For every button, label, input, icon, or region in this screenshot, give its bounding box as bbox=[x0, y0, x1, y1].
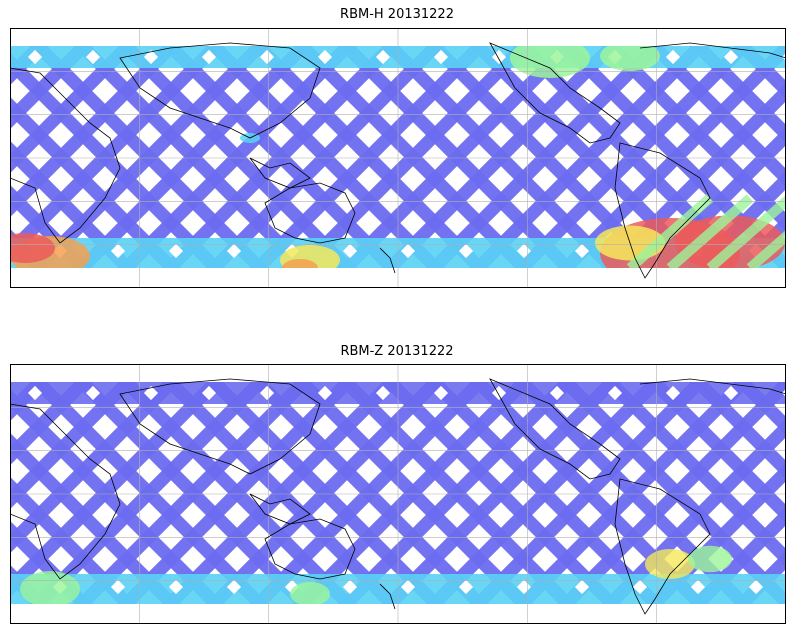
swath-asc bbox=[10, 382, 94, 466]
swath-asc bbox=[10, 382, 50, 422]
map-rbm-z bbox=[10, 364, 786, 624]
gridlines bbox=[10, 364, 786, 624]
swath-asc bbox=[10, 382, 138, 510]
swath-asc bbox=[10, 46, 50, 86]
intensity-patch bbox=[600, 46, 660, 71]
intensity-patch bbox=[290, 582, 330, 604]
swath-asc bbox=[10, 46, 94, 130]
map-rbm-h bbox=[10, 28, 786, 288]
intensity-patch bbox=[20, 571, 80, 604]
panel-title-rbm-h: RBM-H 20131222 bbox=[340, 7, 454, 22]
swath-layer bbox=[10, 382, 786, 604]
panel-title-rbm-z: RBM-Z 20131222 bbox=[340, 344, 454, 359]
intensity-patch bbox=[510, 46, 590, 78]
swath-asc bbox=[10, 46, 182, 218]
intensity-patch bbox=[688, 545, 732, 573]
swath-asc bbox=[10, 46, 138, 174]
swath-asc bbox=[10, 382, 182, 554]
coastlines bbox=[10, 42, 786, 279]
coastlines bbox=[10, 378, 786, 615]
gridlines bbox=[10, 28, 786, 288]
intensity-patch bbox=[10, 233, 55, 263]
intensity-patch bbox=[645, 549, 695, 579]
intensity-patch bbox=[282, 259, 318, 268]
